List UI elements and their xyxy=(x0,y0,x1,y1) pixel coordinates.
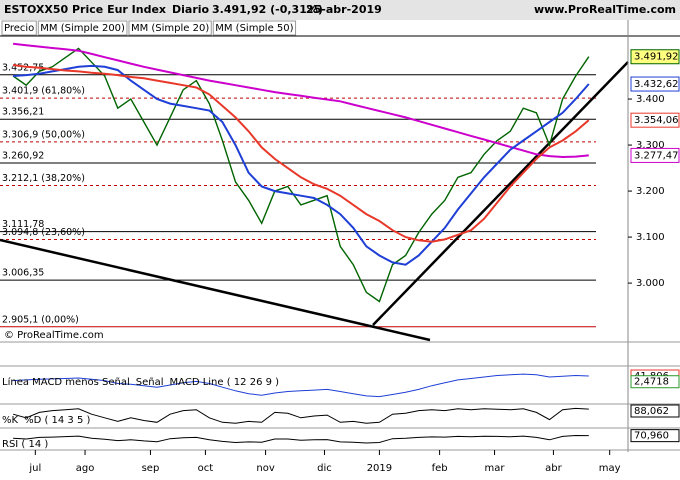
y-tick-label: 3.200 xyxy=(636,186,665,197)
last-value-label: 3.354,06 xyxy=(634,115,679,126)
x-tick-label: ago xyxy=(76,463,95,474)
level-label: 3.260,92 xyxy=(2,151,44,162)
last-value-box xyxy=(630,112,680,128)
level-label: 3.452,75 xyxy=(2,62,44,73)
indicator-value-box xyxy=(630,404,680,418)
level-label: 3.111,78 xyxy=(2,219,44,230)
x-tick-label: 2019 xyxy=(367,463,392,474)
x-tick-label: abr xyxy=(545,463,562,474)
x-tick-label: oct xyxy=(198,463,214,474)
indicator-value-label: 2,4718 xyxy=(634,377,669,388)
source: www.ProRealTime.com xyxy=(534,3,676,16)
level-label: 3.401,9 (61,80%) xyxy=(2,86,85,97)
last-value-box xyxy=(630,76,680,92)
x-tick-label: dic xyxy=(317,463,332,474)
last-value-label: 3.491,92 xyxy=(634,52,679,63)
last-value-box xyxy=(630,147,680,163)
level-label: 3.356,21 xyxy=(2,107,44,118)
legend-box xyxy=(212,20,297,36)
indicator-line xyxy=(12,407,589,424)
level-label: 3.212,1 (38,20%) xyxy=(2,173,85,184)
legend-entry: MM (Simple 20) xyxy=(131,23,209,34)
y-tick-label: 3.000 xyxy=(636,278,665,289)
legend-entry: MM (Simple 200) xyxy=(40,23,125,34)
indicator-legend: RSI ( 14 ) xyxy=(2,439,48,450)
indicator-value-box xyxy=(630,375,680,389)
last-value-label: 3.432,62 xyxy=(634,79,679,90)
indicator-legend: Señal xyxy=(136,377,164,388)
indicator-value-label: 88,062 xyxy=(634,406,669,417)
x-tick-label: mar xyxy=(485,463,506,474)
legend-box xyxy=(37,20,128,36)
background xyxy=(0,20,680,480)
x-tick-label: nov xyxy=(256,463,274,474)
x-tick-label: may xyxy=(599,463,621,474)
last-price: 3.491,92 (-0,31%) xyxy=(212,3,323,16)
level-label: 3.006,35 xyxy=(2,268,44,279)
level-label: 3.306,9 (50,00%) xyxy=(2,129,85,140)
moving-average xyxy=(13,64,590,266)
date: 25-abr-2019 xyxy=(306,3,382,16)
moving-average xyxy=(12,42,589,159)
title: ESTOXX50 Price Eur Index xyxy=(4,3,166,16)
copyright: © ProRealTime.com xyxy=(4,330,104,341)
period: Diario xyxy=(172,3,210,16)
header-bar xyxy=(0,0,680,20)
indicator-line xyxy=(13,373,589,398)
last-value-label: 3.277,47 xyxy=(634,150,679,161)
x-tick-label: feb xyxy=(432,463,448,474)
trend-line xyxy=(0,238,431,342)
legend-box xyxy=(128,20,212,36)
x-tick-label: jul xyxy=(28,463,41,474)
plot-area: 3.452,75 3.401,9 (61,80%) 3.356,21 3.306,9 … xyxy=(0,62,596,328)
level-label: 2.905,1 (0,00%) xyxy=(2,314,79,325)
moving-average xyxy=(12,64,590,243)
legend-box xyxy=(1,20,37,36)
y-tick-label: 3.100 xyxy=(636,232,665,243)
level-label: 3.094,8 (23,60%) xyxy=(2,227,85,238)
indicator-legend: %D ( 14 3 5 ) xyxy=(24,415,90,426)
indicator-line xyxy=(13,434,589,444)
last-value-box xyxy=(630,49,680,65)
price-line xyxy=(12,47,590,303)
y-tick-label: 3.400 xyxy=(636,94,665,105)
legend-entry: Precio xyxy=(4,23,34,34)
trend-line xyxy=(372,61,629,326)
indicator-value-label: 70,960 xyxy=(634,431,669,442)
indicator-legend: %K xyxy=(2,415,19,426)
indicator-value-box xyxy=(630,429,680,443)
indicator-legend: Línea MACD menos Señal xyxy=(2,376,130,388)
y-tick-label: 3.300 xyxy=(636,140,665,151)
x-tick-label: sep xyxy=(142,463,160,474)
indicator-legend: MACD Line ( 12 26 9 ) xyxy=(170,377,280,388)
legend-entry: MM (Simple 50) xyxy=(215,23,293,34)
